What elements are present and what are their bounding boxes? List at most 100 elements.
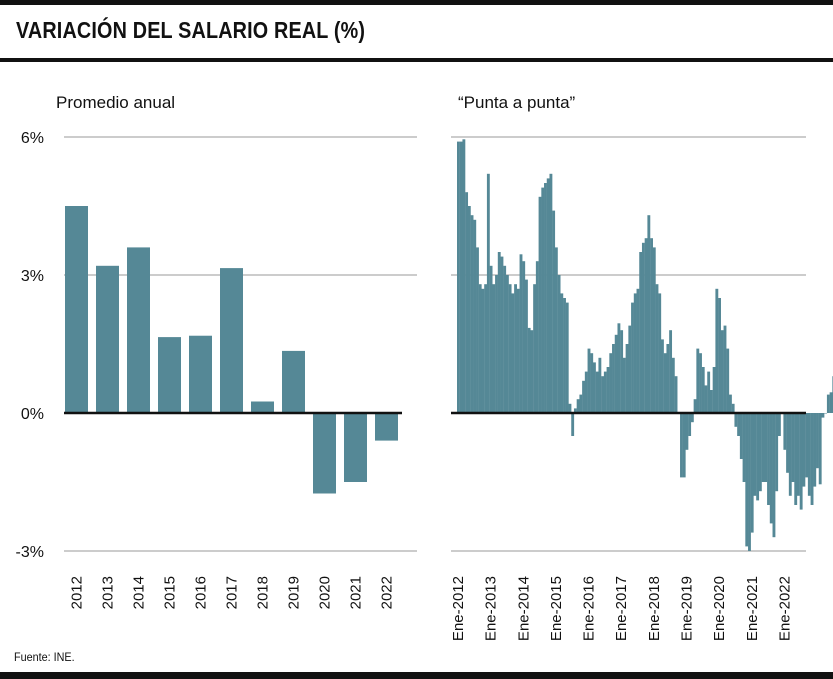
month-bar — [530, 330, 534, 413]
x-tick-label-Ene-2014: Ene-2014 — [515, 576, 532, 641]
month-bar — [593, 362, 596, 413]
month-bar — [826, 394, 830, 413]
month-bar — [573, 408, 577, 413]
y-tick-label: 3% — [21, 268, 44, 285]
month-bar — [544, 183, 547, 413]
month-bar — [519, 254, 523, 413]
month-bar — [734, 413, 738, 427]
month-bar — [484, 284, 488, 413]
month-bar — [552, 210, 556, 413]
x-tick-label-Ene-2020: Ene-2020 — [711, 576, 728, 641]
x-tick-label-Ene-2021: Ene-2021 — [744, 576, 761, 641]
month-bar — [690, 413, 694, 423]
month-bar — [685, 413, 689, 450]
month-bar — [505, 275, 509, 413]
month-bar — [767, 413, 770, 505]
month-bar — [481, 288, 485, 413]
month-bar — [769, 413, 773, 524]
month-bar — [652, 247, 656, 413]
month-bar — [527, 327, 531, 413]
month-bar — [603, 371, 607, 413]
month-bar — [631, 302, 634, 413]
month-bar — [568, 403, 572, 413]
month-bar — [508, 284, 512, 413]
bar-2012 — [65, 206, 88, 413]
month-bar — [565, 302, 569, 413]
bottom-rule — [0, 672, 833, 679]
x-tick-label-Ene-2012: Ene-2012 — [450, 576, 467, 641]
month-bar — [533, 284, 537, 413]
month-bar — [647, 215, 651, 413]
month-bar — [788, 413, 792, 496]
month-bar — [666, 344, 670, 413]
x-tick-label-Ene-2018: Ene-2018 — [646, 576, 663, 641]
month-bar — [753, 413, 757, 496]
bar-2019 — [282, 350, 305, 413]
right-bars — [457, 139, 833, 551]
x-tick-label-2022: 2022 — [379, 576, 396, 609]
month-bar — [824, 413, 828, 414]
month-bar — [707, 371, 711, 413]
month-bar — [674, 376, 678, 413]
month-bar — [718, 298, 721, 413]
top-rule — [0, 0, 833, 5]
month-bar — [641, 242, 645, 413]
x-tick-label-2020: 2020 — [317, 576, 334, 609]
x-tick-label-2016: 2016 — [193, 576, 210, 609]
month-bar — [511, 293, 515, 413]
month-bar — [541, 187, 545, 413]
month-bar — [712, 367, 716, 413]
month-bar — [723, 325, 727, 413]
month-bar — [525, 279, 528, 413]
month-bar — [715, 288, 719, 413]
bar-2021 — [344, 413, 367, 482]
right-x-axis-labels: Ene-2012 Ene-2013 Ene-2014 Ene-2015 Ene-2016… — [450, 576, 793, 641]
bar-2016 — [189, 335, 212, 413]
month-bar — [696, 348, 700, 413]
month-bar — [500, 256, 504, 413]
month-bar — [680, 413, 683, 478]
month-bar — [465, 192, 469, 413]
month-bar — [606, 367, 610, 413]
month-bar — [625, 344, 629, 413]
x-tick-label-2014: 2014 — [131, 576, 148, 609]
month-bar — [650, 238, 653, 413]
x-tick-label-Ene-2016: Ene-2016 — [581, 576, 598, 641]
month-bar — [538, 196, 542, 413]
month-bar — [709, 390, 713, 413]
left-bars — [65, 206, 398, 494]
month-bar — [636, 288, 640, 413]
month-bar — [601, 376, 605, 413]
month-bar — [571, 413, 575, 436]
month-bar — [478, 284, 482, 413]
x-tick-label-2013: 2013 — [100, 576, 117, 609]
month-bar — [775, 413, 779, 492]
month-bar — [576, 399, 580, 413]
month-bar — [818, 413, 822, 485]
chart-title: VARIACIÓN DEL SALARIO REAL (%) — [16, 17, 366, 43]
month-bar — [699, 353, 702, 413]
month-bar — [726, 348, 730, 413]
month-bar — [807, 413, 811, 496]
month-bar — [582, 380, 585, 413]
month-bar — [671, 357, 675, 413]
month-bar — [791, 413, 795, 482]
month-bar — [688, 413, 692, 436]
month-bar — [810, 413, 814, 505]
month-bar — [794, 413, 798, 505]
month-bar — [503, 265, 507, 413]
month-bar — [546, 178, 550, 413]
month-bar — [514, 284, 517, 413]
month-bar — [737, 413, 741, 436]
month-bar — [595, 371, 599, 413]
x-tick-label-Ene-2019: Ene-2019 — [679, 576, 696, 641]
month-bar — [704, 385, 708, 413]
x-tick-label-2012: 2012 — [69, 576, 86, 609]
x-tick-label-Ene-2017: Ene-2017 — [613, 576, 630, 641]
left-panel-subtitle: Promedio anual — [56, 93, 175, 112]
month-bar — [563, 298, 566, 413]
month-bar — [554, 247, 558, 413]
month-bar — [693, 399, 697, 413]
month-bar — [682, 413, 686, 478]
month-bar — [639, 252, 643, 413]
